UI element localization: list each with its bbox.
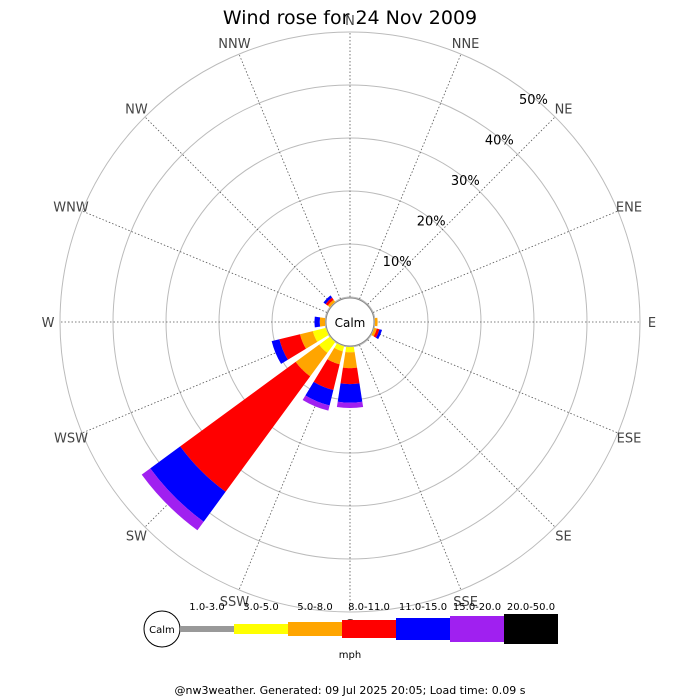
direction-label-nw: NW <box>125 102 148 117</box>
ring-label: 10% <box>383 255 412 270</box>
bar-nw-3 <box>325 297 334 306</box>
bar-s-3 <box>340 367 360 385</box>
bar-ssw-1 <box>334 343 345 352</box>
legend-swatch-4 <box>396 618 450 640</box>
spoke-ene <box>372 210 619 313</box>
bar-s-4 <box>337 383 363 403</box>
bar-sw-1 <box>319 336 336 353</box>
bar-sw-2 <box>295 344 328 377</box>
spoke-nnw <box>238 53 341 300</box>
direction-label-sse: SSE <box>453 595 478 610</box>
bar-wsw-2 <box>299 331 318 349</box>
ring-label: 40% <box>485 133 514 148</box>
legend-unit: mph <box>339 650 361 661</box>
spoke-wnw <box>81 210 328 313</box>
footer-text: @nw3weather. Generated: 09 Jul 2025 20:0… <box>175 684 526 697</box>
direction-label-se: SE <box>555 530 571 545</box>
legend-swatch-3 <box>342 620 396 638</box>
bar-nw-4 <box>323 295 333 305</box>
direction-label-w: W <box>42 316 55 331</box>
direction-label-ene: ENE <box>616 200 642 215</box>
legend-swatch-1 <box>234 624 288 634</box>
spoke-se <box>367 339 556 528</box>
bar-s-2 <box>342 351 358 369</box>
direction-label-wnw: WNW <box>53 200 89 215</box>
legend-label-3: 8.0-11.0 <box>348 602 390 613</box>
calm-circle <box>325 297 375 347</box>
bar-wsw-1 <box>312 327 329 342</box>
grid-ring <box>112 84 588 560</box>
direction-label-ne: NE <box>555 102 573 117</box>
legend-label-4: 11.0-15.0 <box>399 602 447 613</box>
bar-e-2 <box>374 317 378 327</box>
ring-label: 30% <box>451 174 480 189</box>
bar-ese-2 <box>371 327 377 337</box>
grid-ring <box>59 31 641 613</box>
direction-label-ese: ESE <box>617 432 642 447</box>
direction-label-nnw: NNW <box>218 37 250 52</box>
legend-swatch-6 <box>504 614 558 644</box>
bar-ssw-4 <box>305 381 334 406</box>
spoke-sse <box>359 344 462 591</box>
legend-label-6: 20.0-50.0 <box>507 602 555 613</box>
bar-nw-2 <box>327 299 336 308</box>
legend-swatch-5 <box>450 616 504 642</box>
spoke-nw <box>144 116 333 305</box>
ring-labels: 10% 20% 30% 40% 50% <box>383 93 548 270</box>
bar-sw-4 <box>150 446 226 522</box>
spoke-wsw <box>81 331 328 434</box>
spoke-ese <box>372 331 619 434</box>
legend-swatch-2 <box>288 622 342 636</box>
bar-s-5 <box>336 401 364 408</box>
bar-wsw-3 <box>279 334 306 360</box>
direction-label-ssw: SSW <box>220 595 250 610</box>
legend-label-0: 1.0-3.0 <box>189 602 224 613</box>
direction-label-wsw: WSW <box>54 432 88 447</box>
direction-label-n: N <box>345 14 355 29</box>
legend-label-2: 5.0-8.0 <box>297 602 332 613</box>
bar-ese-3 <box>373 328 380 338</box>
legend-label-5: 15.0-20.0 <box>453 602 501 613</box>
calm-label: Calm <box>335 316 366 330</box>
bar-s-1 <box>345 346 355 353</box>
chart-title: Wind rose for 24 Nov 2009 <box>223 7 477 29</box>
wind-bars <box>141 295 383 531</box>
bar-w-2 <box>319 317 326 327</box>
legend-swatch-0 <box>180 626 234 632</box>
bar-ssw-2 <box>327 347 343 365</box>
direction-label-e: E <box>648 316 656 331</box>
ring-label: 50% <box>519 93 548 108</box>
spoke-nne <box>359 53 462 300</box>
legend-label-1: 3.0-5.0 <box>243 602 278 613</box>
speed-legend: Calm 1.0-3.0 3.0-5.0 5.0-8.0 8.0-11.0 11.0-15… <box>143 602 558 661</box>
legend-calm-label: Calm <box>149 625 175 636</box>
bar-wsw-4 <box>271 339 288 364</box>
bar-ssw-5 <box>302 395 330 411</box>
bar-sw-3 <box>180 361 311 492</box>
spoke-ssw <box>238 344 341 591</box>
bar-ese-4 <box>375 329 383 340</box>
bar-w-4 <box>314 316 321 328</box>
bar-ssw-3 <box>313 359 340 391</box>
direction-label-nne: NNE <box>452 37 480 52</box>
calm-center: Calm <box>325 297 375 347</box>
bar-sw-5 <box>141 468 204 531</box>
spoke-ne <box>367 116 556 305</box>
direction-label-sw: SW <box>126 530 147 545</box>
ring-label: 20% <box>417 215 446 230</box>
